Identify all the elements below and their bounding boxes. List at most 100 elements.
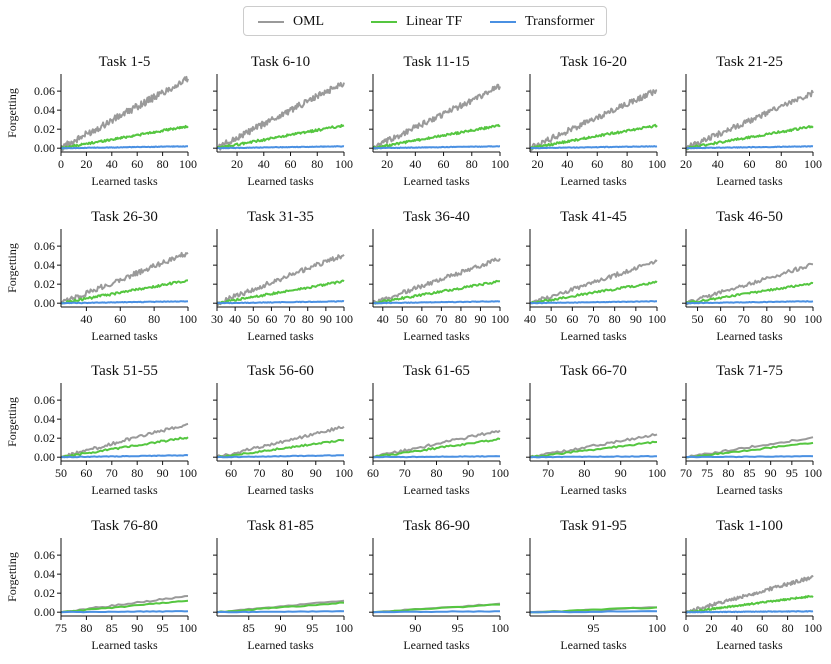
x-tick-label: 50 [55,466,67,480]
x-tick-label: 70 [399,466,411,480]
legend-swatch-transformer [490,21,516,23]
x-tick-label: 100 [335,312,353,326]
panel-title: Task 21-25 [716,54,783,70]
series-line-transformer [685,300,814,305]
series-line-transformer [530,610,658,614]
series-line-linear-tf [60,599,189,614]
x-tick-label: 90 [765,466,777,480]
x-tick-label: 20 [680,157,692,171]
panel-title: Task 46-50 [716,209,783,225]
panel-title: Task 31-35 [247,209,314,225]
x-tick-label: 100 [804,157,822,171]
x-tick-label: 40 [561,157,573,171]
x-tick-label: 50 [545,312,557,326]
x-axis-label: Learned tasks [403,329,470,343]
series-line-transformer [216,145,345,150]
series-line-linear-tf [60,279,188,305]
x-axis-label: Learned tasks [91,174,158,188]
panel-17: Task 81-85 85 90 95 100 Learned tasks [213,518,353,652]
legend-item-oml[interactable]: OML [258,13,324,31]
x-axis-label: Learned tasks [403,174,470,188]
series-line-transformer [530,455,658,459]
series-line-oml [60,75,189,152]
x-tick-label: 80 [148,312,160,326]
x-tick-label: 60 [80,466,92,480]
x-tick-label: 40 [229,312,241,326]
series-line-transformer [372,455,501,459]
panel-12: Task 56-60 60 70 80 90 100 Learned tasks [213,363,353,497]
x-tick-label: 40 [712,157,724,171]
x-tick-label: 60 [131,157,143,171]
series-line-linear-tf [529,440,658,459]
x-tick-label: 75 [701,466,713,480]
y-tick-label: 0.04 [34,258,55,272]
x-tick-label: 80 [302,312,314,326]
x-tick-label: 50 [692,312,704,326]
x-tick-label: 95 [157,621,169,635]
x-tick-label: 80 [775,157,787,171]
x-tick-label: 40 [377,312,389,326]
x-tick-label: 60 [114,312,126,326]
panel-19: Task 91-95 95 100 Learned tasks [526,518,666,652]
series-line-oml [686,436,814,459]
x-tick-label: 70 [680,466,692,480]
panel-7: Task 31-35 30 40 50 60 70 80 90 100 Learned tasks [211,209,353,343]
series-line-transformer [685,455,814,459]
x-axis-label: Learned tasks [247,329,314,343]
panel-5: Task 21-25 20 40 60 80 100 Learned tasks [680,54,822,188]
x-tick-label: 100 [179,621,197,635]
x-tick-label: 100 [179,466,197,480]
panel-title: Task 81-85 [247,518,314,534]
panel-14: Task 66-70 70 80 90 100 Learned tasks [526,363,666,497]
x-tick-label: 40 [409,157,421,171]
y-axis-label: Forgetting [5,552,19,602]
x-tick-label: 70 [588,312,600,326]
legend-item-transformer[interactable]: Transformer [490,13,594,31]
x-tick-label: 0 [58,157,64,171]
x-tick-label: 90 [615,466,627,480]
x-tick-label: 85 [744,466,756,480]
series-line-oml [529,433,658,459]
x-axis-label: Learned tasks [403,638,470,652]
series-line-linear-tf [372,603,501,614]
series-line-oml [216,425,345,458]
y-tick-label: 0.04 [34,567,55,581]
series-line-oml [685,262,814,306]
x-tick-label: 60 [744,157,756,171]
series-line-transformer [529,300,657,305]
x-tick-label: 80 [282,466,294,480]
x-tick-label: 40 [106,157,118,171]
x-tick-label: 100 [804,312,822,326]
x-tick-label: 75 [55,621,67,635]
panel-18: Task 86-90 90 95 100 Learned tasks [369,518,509,652]
panel-16: Task 76-80 0.00 0.02 0.04 0.06 75 80 85 90 95 100 L… [5,518,197,652]
x-tick-label: 80 [311,157,323,171]
panel-13: Task 61-65 60 70 80 90 100 Learned tasks [367,363,509,497]
x-axis-label: Learned tasks [247,174,314,188]
x-tick-label: 50 [247,312,259,326]
series-line-oml [529,259,658,305]
series-line-transformer [60,454,189,459]
x-axis-label: Learned tasks [91,483,158,497]
y-axis-label: Forgetting [5,88,19,138]
panel-6: Task 26-30 0.00 0.02 0.04 0.06 40 60 80 100 Learn… [5,209,197,343]
panel-title: Task 16-20 [560,54,627,70]
series-line-linear-tf [372,123,501,150]
y-tick-label: 0.06 [34,84,55,98]
x-tick-label: 60 [438,157,450,171]
panel-9: Task 41-45 40 50 60 70 80 90 100 Learned tasks [524,209,666,343]
panel-title: Task 1-100 [716,518,783,534]
panel-title: Task 56-60 [247,363,314,379]
x-tick-label: 85 [106,621,118,635]
panel-title: Task 41-45 [560,209,627,225]
series-line-linear-tf [216,439,345,459]
x-tick-label: 100 [804,621,822,635]
x-tick-label: 20 [531,157,543,171]
legend-label-linear-tf: Linear TF [406,14,463,29]
x-tick-label: 60 [285,157,297,171]
x-tick-label: 50 [396,312,408,326]
x-tick-label: 100 [648,312,666,326]
series-line-transformer [60,300,189,305]
series-line-transformer [372,610,500,614]
legend-item-linear-tf[interactable]: Linear TF [371,13,462,31]
